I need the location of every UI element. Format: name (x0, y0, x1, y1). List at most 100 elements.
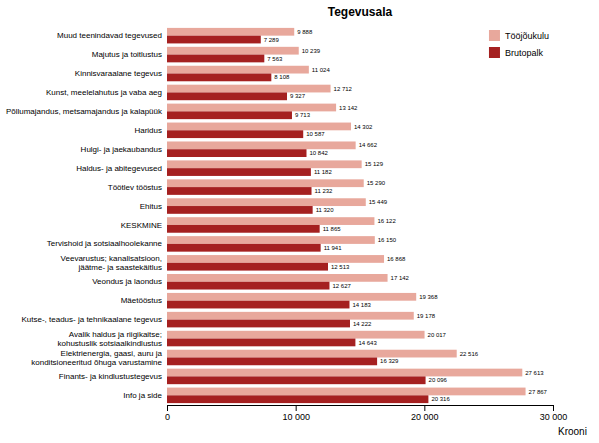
legend-swatch (489, 47, 500, 58)
bar (167, 55, 264, 63)
y-tick-label: Elektrienergia, gaasi, auru jakonditsion… (31, 349, 162, 367)
data-label: 13 142 (339, 105, 358, 111)
data-label: 27 867 (529, 389, 548, 395)
y-tick-label: Tervishoid ja sotsiaalhoolekanne (47, 239, 163, 248)
y-tick: Põllumajandus, metsamajandus ja kalapüük (6, 107, 167, 116)
legend-swatch (489, 30, 500, 41)
data-label: 9 713 (295, 112, 311, 118)
data-label: 10 587 (306, 131, 325, 137)
y-tick: Finants- ja kindlustustegevus (59, 372, 167, 381)
y-tick-label: Kinnisvaraalane tegevus (75, 69, 162, 78)
x-axis-line (168, 405, 554, 406)
data-label: 14 662 (359, 142, 378, 148)
data-label: 14 302 (354, 124, 373, 130)
x-tick-line (296, 405, 297, 411)
y-tick: Avalik haldus ja riigikaitse;kohustuslik… (58, 330, 168, 348)
y-tick-label: Ehitus (140, 202, 162, 211)
data-label: 16 329 (380, 358, 399, 364)
data-label: 7 563 (267, 56, 283, 62)
data-label: 12 712 (334, 86, 353, 92)
x-tick-label: 0 (165, 412, 170, 422)
bar (167, 168, 311, 176)
y-tick: Veevarustus; kanalisatsioon,jäätme- ja s… (61, 254, 167, 272)
y-tick: Kunst, meelelahutus ja vaba aeg (46, 88, 167, 97)
bar (167, 85, 331, 93)
data-label: 11 232 (315, 188, 334, 194)
bar (167, 376, 426, 384)
data-label: 8 108 (274, 74, 290, 80)
x-tick: 30 000 (540, 405, 568, 422)
bar (167, 111, 292, 119)
y-tick: Kinnisvaraalane tegevus (75, 69, 167, 78)
y-tick-label: Kunst, meelelahutus ja vaba aeg (46, 88, 162, 97)
legend: Tööjõukulu Brutopalk (489, 30, 549, 58)
y-tick-label: Hulgi- ja jaekaubandus (81, 145, 162, 154)
data-label: 10 842 (310, 150, 329, 156)
data-label: 15 290 (367, 180, 386, 186)
bar (167, 141, 356, 149)
y-tick: Muud teenindavad tegevused (57, 31, 167, 40)
y-tick-label: Veevarustus; kanalisatsioon,jäätme- ja s… (61, 254, 162, 272)
data-label: 15 449 (369, 199, 388, 205)
bar (167, 217, 374, 225)
y-tick: Haldus- ja abitegevused (76, 164, 167, 173)
bar (167, 66, 309, 74)
data-label: 12 513 (331, 264, 350, 270)
data-label: 11 182 (314, 169, 333, 175)
bars (167, 28, 526, 403)
title: Tegevusala (328, 5, 393, 19)
data-label: 22 516 (460, 351, 479, 357)
y-tick: Veondus ja laondus (92, 277, 167, 286)
bar (167, 104, 336, 112)
y-tick: Info ja side (123, 391, 167, 400)
data-label: 19 368 (419, 294, 438, 300)
data-label: 16 150 (378, 237, 397, 243)
data-labels: 9 88810 23911 02412 71213 14214 30214 66… (264, 29, 548, 402)
data-label: 14 183 (352, 302, 371, 308)
chart: 9 88810 23911 02412 71213 14214 30214 66… (0, 0, 599, 443)
bar (167, 331, 425, 339)
bar (167, 92, 287, 100)
x-tick-label: 20 000 (411, 412, 439, 422)
y-tick-label: Info ja side (123, 391, 162, 400)
bar (167, 312, 414, 320)
y-tick: KESKMINE (121, 221, 167, 230)
x-tick-label: 10 000 (282, 412, 310, 422)
y-tick: Kutse-, teadus- ja tehnikaalane tegevus (21, 315, 167, 324)
bar (167, 320, 350, 328)
bar (167, 74, 271, 82)
y-tick-label: Veondus ja laondus (92, 277, 162, 286)
bar (167, 225, 320, 233)
legend-label: Tööjõukulu (505, 31, 549, 41)
y-tick-label: Avalik haldus ja riigikaitse;kohustuslik… (58, 330, 163, 348)
data-label: 20 316 (431, 396, 450, 402)
data-label: 11 941 (324, 245, 343, 251)
x-tick-label: 30 000 (540, 412, 568, 422)
bar (167, 149, 307, 157)
bar (167, 282, 329, 290)
bar (167, 179, 364, 187)
y-tick: Ehitus (140, 202, 167, 211)
y-tick: Hulgi- ja jaekaubandus (81, 145, 167, 154)
legend-item: Tööjõukulu (489, 30, 549, 41)
y-tick: Mäetööstus (121, 296, 167, 305)
data-label: 9 327 (290, 93, 306, 99)
data-label: 14 222 (353, 321, 372, 327)
y-tick-label: Muud teenindavad tegevused (57, 31, 162, 40)
bar (167, 301, 349, 309)
bar (167, 36, 261, 44)
data-label: 19 178 (417, 313, 436, 319)
bar (167, 339, 355, 347)
data-label: 14 643 (358, 340, 377, 346)
y-axis: Muud teenindavad tegevused Majutus ja toi… (6, 31, 167, 400)
data-label: 10 239 (302, 48, 321, 54)
data-label: 16 122 (377, 218, 396, 224)
legend-item: Brutopalk (489, 47, 544, 58)
data-label: 11 865 (323, 226, 342, 232)
data-label: 7 289 (264, 37, 280, 43)
y-tick: Tervishoid ja sotsiaalhoolekanne (47, 239, 167, 248)
data-label: 20 096 (429, 377, 448, 383)
bar (167, 187, 312, 195)
y-tick-label: Majutus ja toitlustus (92, 50, 162, 59)
bar (167, 123, 351, 131)
